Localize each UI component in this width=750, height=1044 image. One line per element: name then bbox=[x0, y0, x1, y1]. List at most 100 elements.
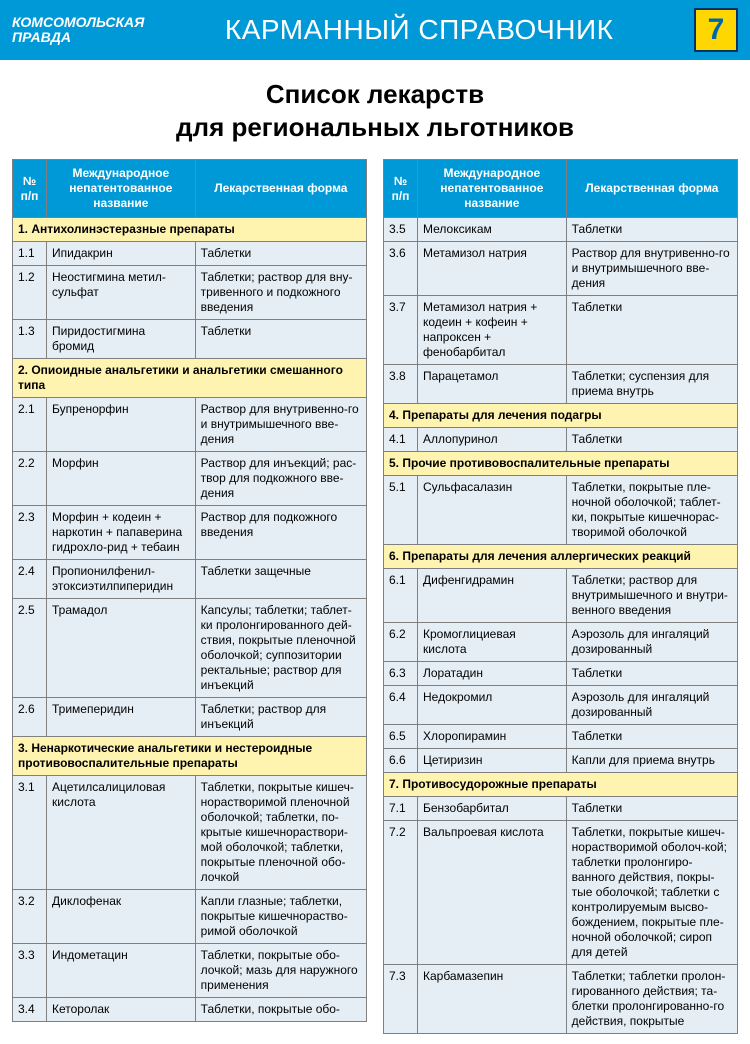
table-row: 4.1АллопуринолТаблетки bbox=[384, 428, 738, 452]
cell-name: Пиридостигмина бромид bbox=[47, 320, 196, 359]
section-row: 2. Опиоидные анальгетики и анальгетики с… bbox=[13, 359, 367, 398]
cell-form: Таблетки; раствор для вну-тривенного и п… bbox=[195, 266, 366, 320]
cell-form: Капсулы; таблетки; таблет-ки пролонгиров… bbox=[195, 599, 366, 698]
section-title: 5. Прочие противовоспалительные препарат… bbox=[384, 452, 738, 476]
cell-form: Таблетки; таблетки пролон-гированного де… bbox=[566, 965, 737, 1034]
cell-num: 7.3 bbox=[384, 965, 418, 1034]
section-title: 1. Антихолинэстеразные препараты bbox=[13, 218, 367, 242]
section-row: 4. Препараты для лечения подагры bbox=[384, 404, 738, 428]
cell-num: 3.1 bbox=[13, 776, 47, 890]
cell-name: Недокромил bbox=[418, 686, 567, 725]
table-row: 2.5ТрамадолКапсулы; таблетки; таблет-ки … bbox=[13, 599, 367, 698]
cell-num: 2.4 bbox=[13, 560, 47, 599]
cell-form: Таблетки; раствор для инъекций bbox=[195, 698, 366, 737]
cell-name: Индометацин bbox=[47, 944, 196, 998]
cell-num: 7.2 bbox=[384, 821, 418, 965]
cell-num: 6.6 bbox=[384, 749, 418, 773]
cell-form: Раствор для инъекций; рас-твор для подко… bbox=[195, 452, 366, 506]
cell-num: 6.1 bbox=[384, 569, 418, 623]
cell-name: Цетиризин bbox=[418, 749, 567, 773]
table-row: 7.1БензобарбиталТаблетки bbox=[384, 797, 738, 821]
cell-form: Таблетки bbox=[566, 797, 737, 821]
cell-form: Таблетки bbox=[195, 242, 366, 266]
cell-num: 3.6 bbox=[384, 242, 418, 296]
cell-form: Таблетки, покрытые обо-лочкой; мазь для … bbox=[195, 944, 366, 998]
th-form: Лекарственная форма bbox=[566, 160, 737, 218]
table-row: 2.3Морфин + кодеин + наркотин + папавери… bbox=[13, 506, 367, 560]
cell-num: 7.1 bbox=[384, 797, 418, 821]
cell-num: 5.1 bbox=[384, 476, 418, 545]
cell-form: Таблетки bbox=[195, 320, 366, 359]
th-num: № п/п bbox=[384, 160, 418, 218]
cell-name: Метамизол натрия + кодеин + кофеин + нап… bbox=[418, 296, 567, 365]
cell-name: Пропионилфенил-этоксиэтилпиперидин bbox=[47, 560, 196, 599]
page-number-box: 7 bbox=[694, 8, 738, 52]
cell-name: Морфин bbox=[47, 452, 196, 506]
table-row: 2.1БупренорфинРаствор для внутривенно-го… bbox=[13, 398, 367, 452]
table-row: 6.4НедокромилАэрозоль для ингаляций дози… bbox=[384, 686, 738, 725]
cell-num: 3.8 bbox=[384, 365, 418, 404]
cell-name: Метамизол натрия bbox=[418, 242, 567, 296]
cell-num: 6.2 bbox=[384, 623, 418, 662]
cell-name: Карбамазепин bbox=[418, 965, 567, 1034]
main-title: Список лекарств для региональных льготни… bbox=[0, 60, 750, 159]
section-title: 4. Препараты для лечения подагры bbox=[384, 404, 738, 428]
header-title: КАРМАННЫЙ СПРАВОЧНИК bbox=[154, 14, 684, 46]
cell-form: Таблетки bbox=[566, 428, 737, 452]
cell-form: Таблетки bbox=[566, 662, 737, 686]
table-row: 3.4КеторолакТаблетки, покрытые обо- bbox=[13, 998, 367, 1022]
cell-name: Парацетамол bbox=[418, 365, 567, 404]
cell-num: 6.5 bbox=[384, 725, 418, 749]
cell-name: Мелоксикам bbox=[418, 218, 567, 242]
table-row: 6.3ЛоратадинТаблетки bbox=[384, 662, 738, 686]
right-table: № п/п Международное непатентованное назв… bbox=[383, 159, 738, 1034]
cell-form: Таблетки защечные bbox=[195, 560, 366, 599]
cell-form: Таблетки, покрытые пле-ночной оболочкой;… bbox=[566, 476, 737, 545]
main-title-line2: для региональных льготников bbox=[10, 111, 740, 144]
cell-num: 3.2 bbox=[13, 890, 47, 944]
th-name: Международное непатентованное название bbox=[47, 160, 196, 218]
cell-num: 2.2 bbox=[13, 452, 47, 506]
section-row: 1. Антихолинэстеразные препараты bbox=[13, 218, 367, 242]
logo-line2: ПРАВДА bbox=[12, 30, 144, 45]
section-row: 7. Противосудорожные препараты bbox=[384, 773, 738, 797]
cell-num: 4.1 bbox=[384, 428, 418, 452]
cell-form: Капли для приема внутрь bbox=[566, 749, 737, 773]
section-row: 5. Прочие противовоспалительные препарат… bbox=[384, 452, 738, 476]
table-row: 7.2Вальпроевая кислотаТаблетки, покрытые… bbox=[384, 821, 738, 965]
cell-num: 6.4 bbox=[384, 686, 418, 725]
section-title: 6. Препараты для лечения аллергических р… bbox=[384, 545, 738, 569]
left-column: № п/п Международное непатентованное назв… bbox=[12, 159, 367, 1034]
cell-name: Ипидакрин bbox=[47, 242, 196, 266]
cell-form: Таблетки bbox=[566, 725, 737, 749]
table-row: 3.1Ацетилсалициловая кислотаТаблетки, по… bbox=[13, 776, 367, 890]
table-row: 6.6ЦетиризинКапли для приема внутрь bbox=[384, 749, 738, 773]
cell-num: 1.1 bbox=[13, 242, 47, 266]
main-title-line1: Список лекарств bbox=[10, 78, 740, 111]
table-row: 3.5МелоксикамТаблетки bbox=[384, 218, 738, 242]
cell-name: Бензобарбитал bbox=[418, 797, 567, 821]
cell-name: Морфин + кодеин + наркотин + папаверина … bbox=[47, 506, 196, 560]
cell-form: Аэрозоль для ингаляций дозированный bbox=[566, 686, 737, 725]
table-row: 3.6Метамизол натрияРаствор для внутривен… bbox=[384, 242, 738, 296]
cell-name: Хлоропирамин bbox=[418, 725, 567, 749]
section-title: 2. Опиоидные анальгетики и анальгетики с… bbox=[13, 359, 367, 398]
cell-name: Неостигмина метил-сульфат bbox=[47, 266, 196, 320]
cell-name: Тримеперидин bbox=[47, 698, 196, 737]
cell-num: 1.2 bbox=[13, 266, 47, 320]
cell-name: Ацетилсалициловая кислота bbox=[47, 776, 196, 890]
cell-form: Аэрозоль для ингаляций дозированный bbox=[566, 623, 737, 662]
cell-num: 3.3 bbox=[13, 944, 47, 998]
table-row: 2.2МорфинРаствор для инъекций; рас-твор … bbox=[13, 452, 367, 506]
cell-form: Таблетки; суспензия для приема внутрь bbox=[566, 365, 737, 404]
cell-name: Лоратадин bbox=[418, 662, 567, 686]
cell-name: Бупренорфин bbox=[47, 398, 196, 452]
cell-form: Таблетки, покрытые кишеч-норастворимой п… bbox=[195, 776, 366, 890]
section-title: 3. Ненаркотические анальгетики и нестеро… bbox=[13, 737, 367, 776]
cell-form: Раствор для внутривенно-го и внутримышеч… bbox=[566, 242, 737, 296]
cell-form: Раствор для внутривенно-го и внутримышеч… bbox=[195, 398, 366, 452]
cell-form: Таблетки bbox=[566, 296, 737, 365]
cell-name: Трамадол bbox=[47, 599, 196, 698]
cell-form: Таблетки, покрытые кишеч-норастворимой о… bbox=[566, 821, 737, 965]
cell-form: Капли глазные; таблетки, покрытые кишечн… bbox=[195, 890, 366, 944]
